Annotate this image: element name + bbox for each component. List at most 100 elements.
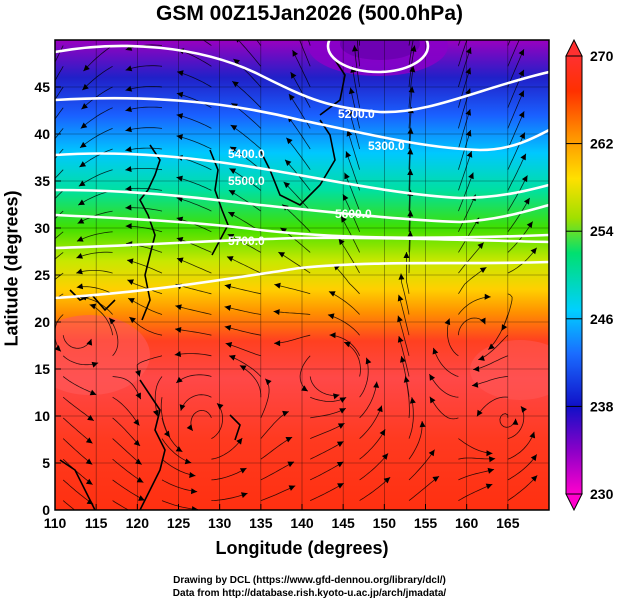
x-tick-label: 125 (167, 515, 191, 531)
streamline-arrowhead (328, 291, 336, 297)
streamline-arrowhead (228, 211, 235, 218)
credit-line-1: Drawing by DCL (https://www.gfd-dennou.o… (173, 575, 446, 586)
streamline-arrowhead (519, 27, 527, 35)
streamline-arrowhead (521, 175, 528, 183)
streamline-arrowhead (227, 234, 235, 240)
streamline-arrowhead (83, 64, 90, 72)
streamline-arrowhead (480, 317, 486, 325)
streamline-arrowhead (274, 282, 281, 289)
streamline-arrowhead (327, 313, 335, 320)
streamline-arrowhead (34, 254, 42, 262)
streamline-arrowhead (285, 436, 293, 443)
streamline-arrowhead (526, 221, 533, 229)
streamline-arrowhead (466, 26, 474, 34)
streamline-arrowhead (229, 354, 236, 361)
colorbar-tick-label: 230 (590, 486, 614, 502)
y-axis-ticks: 0 5 10 15 20 25 30 35 40 45 (34, 79, 61, 518)
streamline-arrowhead (174, 351, 182, 357)
streamline-arrowhead (76, 236, 84, 242)
streamline-arrowhead (133, 439, 141, 446)
streamline-arrowhead (36, 194, 44, 202)
streamline-arrowhead (332, 393, 340, 400)
streamline-arrowhead (473, 365, 480, 372)
streamline-arrowhead (178, 24, 186, 32)
streamline-arrowhead (292, 50, 299, 57)
x-tick-label: 165 (496, 515, 520, 531)
streamline-arrowhead (408, 86, 415, 93)
streamline-arrowhead (274, 340, 281, 347)
streamline-arrowhead (89, 389, 97, 396)
streamline-arrowhead (87, 414, 94, 421)
streamline-arrowhead (487, 467, 495, 474)
streamline-arrowhead (339, 408, 346, 414)
streamline-arrowhead (176, 113, 184, 119)
streamline-arrowhead (79, 161, 87, 168)
streamline-arrowhead (407, 169, 414, 176)
streamline-arrowhead (467, 5, 475, 13)
streamline-arrowhead (129, 317, 136, 324)
streamline-arrowhead (488, 343, 495, 350)
streamline-arrowhead (295, 5, 302, 12)
streamline-arrowhead (125, 106, 132, 113)
streamline-arrowhead (175, 304, 182, 311)
streamline-arrowhead (530, 454, 537, 462)
contour-label: 5200.0 (338, 107, 375, 121)
streamline-arrowhead (337, 423, 345, 429)
streamline-arrowhead (468, 172, 474, 180)
streamline-arrowhead (407, 148, 414, 155)
streamline-arrowhead (81, 103, 88, 110)
streamline-arrowhead (184, 458, 192, 465)
streamline-arrowhead (109, 317, 116, 325)
streamline-arrowhead (82, 83, 89, 91)
streamline-arrowhead (135, 392, 141, 400)
streamline-arrowhead (397, 336, 404, 343)
streamline-arrowhead (336, 441, 344, 447)
colorbar-fill (565, 55, 583, 495)
streamline-arrowhead (413, 4, 421, 12)
streamline-arrowhead (176, 376, 183, 383)
streamline-arrowhead (518, 69, 524, 77)
streamline-arrowhead (239, 468, 247, 474)
streamline-arrowhead (125, 185, 132, 192)
streamline-arrowhead (338, 238, 345, 246)
contour-label: 5700.0 (228, 234, 265, 248)
credit-line-2: Data from http://database.rish.kyoto-u.a… (172, 588, 447, 599)
streamline-arrowhead (518, 111, 525, 119)
streamline-arrowhead (175, 446, 183, 452)
streamline-arrowhead (125, 65, 133, 72)
y-tick-label: 25 (34, 267, 50, 283)
streamline-arrowhead (280, 227, 287, 234)
streamline-arrowhead (125, 166, 132, 173)
streamline-arrowhead (125, 85, 133, 92)
streamline-arrowhead (41, 95, 49, 103)
streamline-arrowhead (471, 381, 479, 388)
streamline-arrowhead (520, 406, 527, 413)
streamline-arrowhead (229, 168, 237, 174)
streamline-arrowhead (407, 127, 414, 134)
streamline-arrowhead (37, 154, 45, 162)
y-tick-label: 15 (34, 361, 50, 377)
streamline-arrowhead (403, 252, 410, 259)
streamline-arrowhead (191, 506, 198, 510)
streamline-arrowhead (230, 125, 238, 131)
streamline-arrowhead (337, 483, 344, 489)
streamline-arrowhead (225, 341, 233, 348)
y-tick-label: 30 (34, 220, 50, 236)
streamline-arrowhead (476, 409, 483, 417)
colorbar-tick-label: 262 (590, 136, 614, 152)
streamline-arrowhead (400, 356, 406, 363)
streamline-arrowhead (412, 24, 419, 31)
streamline-arrowhead (485, 483, 493, 490)
coastline (59, 59, 346, 510)
x-tick-label: 150 (373, 515, 397, 531)
streamline-arrowhead (34, 296, 42, 304)
streamline-arrowhead (236, 438, 243, 445)
streamline-arrowhead (128, 298, 135, 304)
streamline-arrowhead (512, 418, 519, 425)
streamline-arrowhead (397, 315, 403, 323)
streamline-arrowhead (176, 216, 184, 223)
streamline-arrowhead (176, 175, 183, 182)
colorbar: 230 238 246 254 262 270 (565, 38, 614, 512)
streamline-arrowhead (486, 450, 493, 457)
